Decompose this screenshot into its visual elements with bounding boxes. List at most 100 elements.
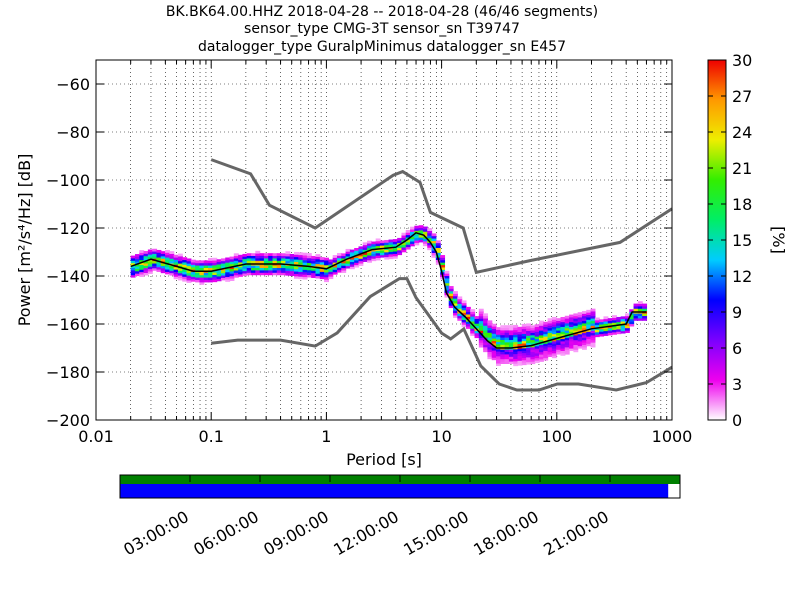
psd-cell: [594, 322, 600, 326]
psd-cell: [190, 271, 196, 275]
psd-cell: [130, 262, 136, 266]
psd-cell: [238, 269, 244, 273]
psd-cell: [199, 277, 205, 280]
psd-cell: [152, 248, 158, 252]
colorbar-tick-label: 24: [732, 123, 752, 142]
psd-cell: [564, 320, 570, 324]
colorbar-tick-label: 12: [732, 267, 752, 286]
psd-cell: [586, 343, 592, 347]
psd-cell: [483, 325, 489, 329]
psd-cell: [526, 330, 531, 334]
psd-cell: [139, 271, 145, 275]
psd-cell: [624, 330, 630, 333]
psd-cell: [577, 314, 583, 318]
psd-cell: [590, 315, 596, 319]
psd-cell: [332, 255, 338, 258]
psd-cell: [397, 247, 403, 251]
psd-cell: [294, 271, 299, 274]
psd-cell: [246, 258, 252, 261]
psd-cell: [560, 331, 566, 335]
psd-cell: [521, 347, 527, 351]
psd-cell: [504, 351, 510, 355]
psd-cell: [182, 262, 188, 265]
psd-cell: [586, 317, 592, 320]
psd-cell: [642, 306, 648, 309]
psd-cell: [349, 264, 355, 267]
psd-cell: [259, 272, 265, 276]
psd-cell: [487, 349, 493, 352]
psd-cell: [371, 241, 377, 245]
psd-cell: [594, 324, 600, 328]
psd-cell: [306, 267, 312, 271]
psd-cell: [281, 253, 287, 257]
psd-cell: [551, 324, 557, 327]
psd-cell: [294, 259, 299, 262]
psd-cell: [491, 354, 497, 358]
psd-cell: [534, 345, 540, 349]
psd-cell: [564, 322, 570, 326]
psd-cell: [504, 361, 510, 364]
psd-cell: [165, 269, 170, 272]
psd-cell: [500, 361, 506, 364]
psd-cell: [354, 264, 360, 268]
psd-cell: [487, 325, 493, 328]
psd-cell: [444, 273, 450, 277]
psd-cell: [573, 323, 579, 326]
psd-cell: [410, 229, 415, 232]
psd-cell: [629, 323, 635, 327]
psd-cell: [478, 327, 484, 331]
psd-cell: [311, 258, 317, 262]
psd-cell: [388, 239, 394, 243]
psd-cell: [500, 344, 506, 348]
psd-cell: [319, 269, 325, 272]
psd-cell: [547, 351, 553, 355]
psd-cell: [324, 276, 329, 280]
psd-cell: [521, 328, 527, 332]
psd-cell: [556, 327, 562, 331]
psd-cell: [590, 344, 596, 348]
psd-cell: [238, 259, 244, 263]
psd-cell: [465, 306, 471, 310]
psd-cell: [599, 321, 605, 325]
psd-cell: [564, 337, 570, 341]
psd-cell: [152, 251, 158, 254]
psd-cell: [500, 342, 506, 345]
psd-cell: [530, 332, 536, 336]
psd-cell: [229, 273, 235, 277]
psd-cell: [504, 330, 510, 333]
psd-cell: [534, 353, 540, 356]
psd-cell: [294, 273, 299, 277]
psd-cell: [220, 275, 226, 278]
psd-cell: [435, 247, 441, 251]
psd-cell: [315, 258, 321, 262]
psd-cell: [328, 276, 334, 280]
psd-cell: [388, 249, 394, 252]
psd-cell: [199, 260, 205, 264]
psd-cell: [440, 269, 446, 273]
psd-cell: [276, 272, 282, 276]
psd-cell: [530, 361, 536, 365]
psd-cell: [410, 231, 415, 235]
psd-cell: [620, 316, 626, 320]
plot-background: [96, 60, 672, 420]
psd-cell: [397, 249, 403, 253]
psd-cell: [143, 255, 149, 259]
psd-cell: [349, 261, 355, 265]
psd-cell: [581, 347, 587, 350]
psd-cell: [612, 322, 617, 326]
psd-cell: [543, 355, 549, 359]
psd-cell: [324, 264, 329, 268]
psd-cell: [255, 270, 261, 273]
psd-cell: [427, 232, 433, 236]
psd-cell: [384, 242, 390, 246]
psd-cell: [590, 335, 596, 338]
psd-cell: [220, 258, 226, 262]
psd-cell: [453, 310, 458, 314]
psd-cell: [513, 363, 519, 367]
psd-cell: [483, 322, 489, 326]
psd-cell: [573, 327, 579, 331]
psd-cell: [586, 331, 592, 335]
psd-cell: [156, 252, 162, 256]
psd-cell: [263, 260, 269, 264]
psd-cell: [182, 274, 188, 277]
